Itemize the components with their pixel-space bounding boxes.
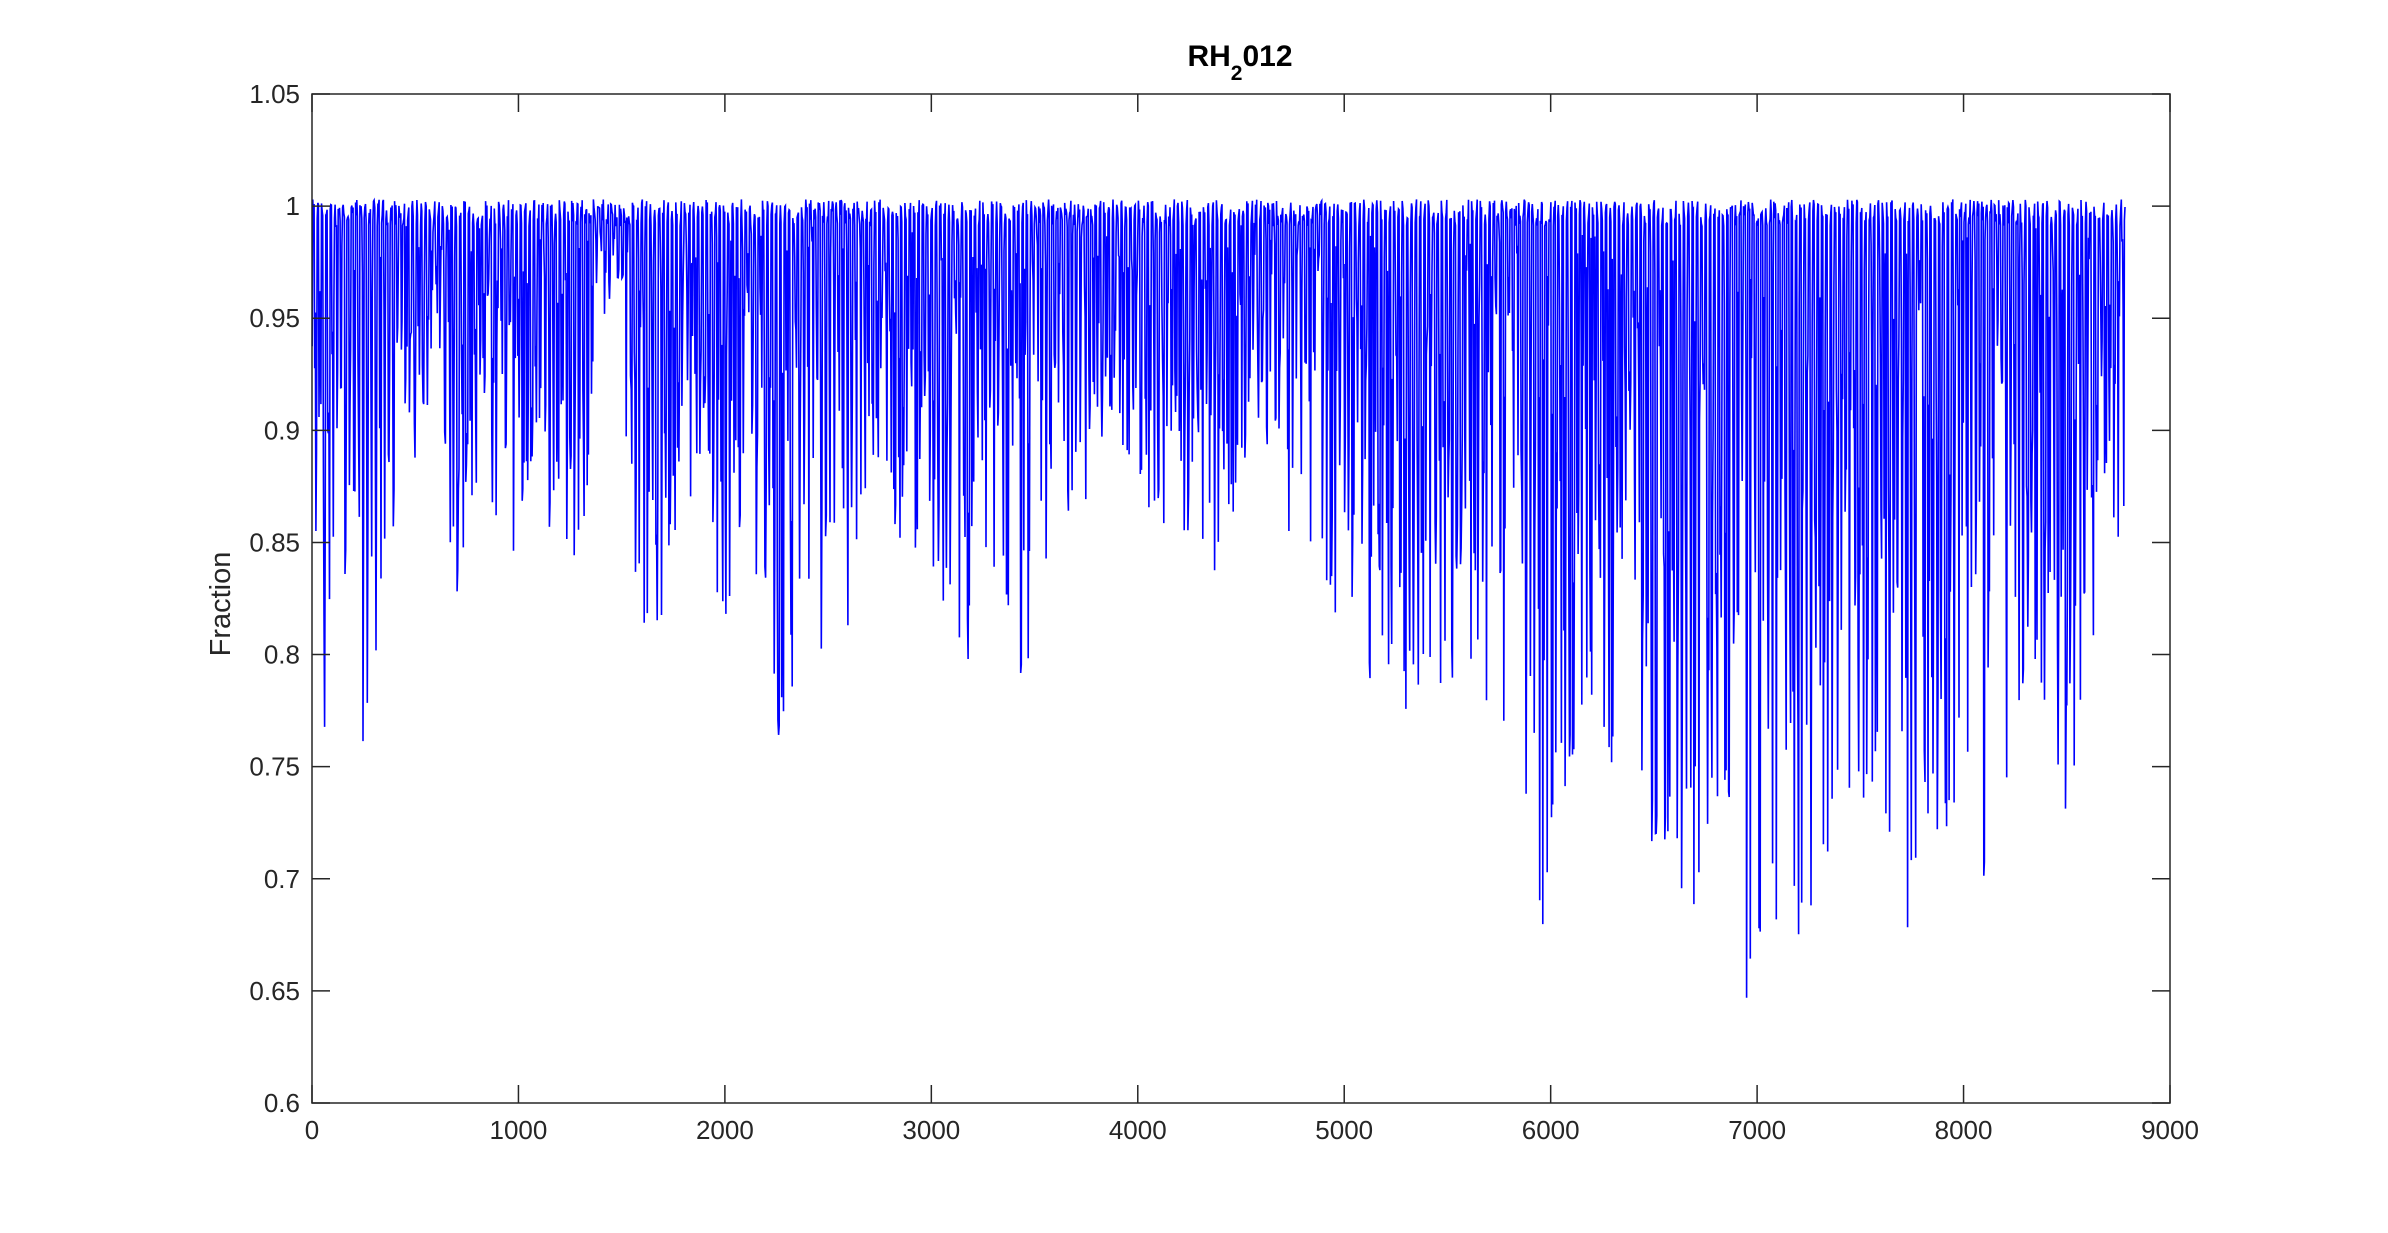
- y-tick-label: 1.05: [249, 79, 300, 109]
- y-tick-label: 0.7: [264, 864, 300, 894]
- y-tick-label: 0.85: [249, 527, 300, 557]
- x-tick-label: 5000: [1315, 1115, 1373, 1145]
- y-axis-label: Fraction: [205, 552, 237, 657]
- y-tick-label: 0.95: [249, 303, 300, 333]
- y-tick-label: 1: [286, 191, 300, 221]
- chart-title-subscript: 2: [1231, 62, 1243, 85]
- axes: 0 1000 2000 3000 4000 5000 6000 7000 8000 9000 0.6…: [249, 79, 2199, 1145]
- y-tick-label: 0.65: [249, 976, 300, 1006]
- x-tick-label: 4000: [1109, 1115, 1167, 1145]
- x-tick-label: 0: [305, 1115, 319, 1145]
- chart-title: RH2012: [1187, 40, 1292, 85]
- chart-title-main: RH: [1187, 40, 1230, 73]
- axes-box: [311, 93, 2171, 1104]
- y-tick-label: 0.8: [264, 640, 300, 670]
- y-tick-label: 0.6: [264, 1088, 300, 1118]
- x-tick-label: 1000: [490, 1115, 548, 1145]
- x-tick-label: 7000: [1728, 1115, 1786, 1145]
- x-tick-label: 3000: [902, 1115, 960, 1145]
- y-tick-label: 0.75: [249, 752, 300, 782]
- series-line: [311, 197, 2126, 998]
- y-tick-label: 0.9: [264, 415, 300, 445]
- x-tick-label: 9000: [2141, 1115, 2199, 1145]
- x-tick-label: 6000: [1522, 1115, 1580, 1145]
- x-tick-label: 2000: [696, 1115, 754, 1145]
- x-tick-label: 8000: [1935, 1115, 1993, 1145]
- chart-title-suffix: 012: [1242, 40, 1292, 73]
- plot-area: [311, 197, 2126, 998]
